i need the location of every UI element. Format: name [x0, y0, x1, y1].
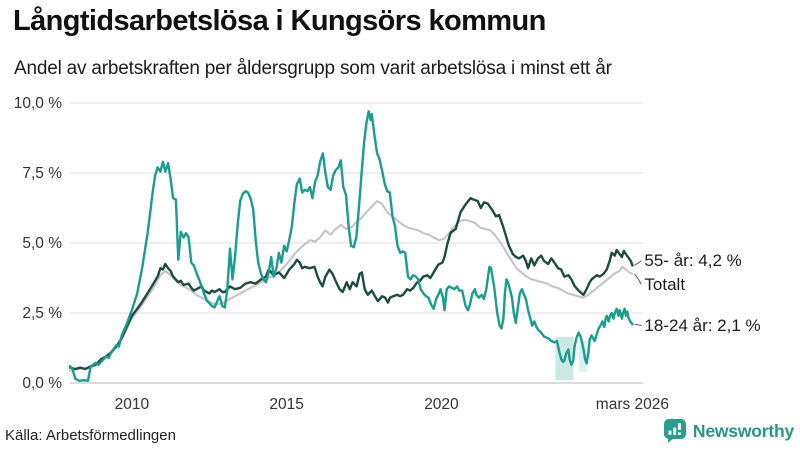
x-axis-tick-label: 2020	[424, 396, 459, 413]
series-end-label-Totalt: Totalt	[644, 275, 685, 294]
series-line-Totalt	[68, 199, 634, 372]
y-axis-tick-label: 2,5 %	[22, 305, 62, 322]
chart-subtitle: Andel av arbetskraften per åldersgrupp s…	[14, 58, 612, 79]
label-connector	[634, 323, 642, 327]
x-axis-tick-label: 2010	[115, 396, 150, 413]
newsworthy-logo-text: Newsworthy	[692, 420, 794, 441]
label-connector	[634, 260, 642, 266]
x-axis-tick-label: 2015	[269, 396, 303, 413]
newsworthy-logo[interactable]: Newsworthy	[663, 418, 794, 444]
x-axis-tick-label: mars 2026	[596, 396, 669, 413]
series-line-18-24-år	[68, 110, 634, 382]
series-line-55--år	[68, 196, 634, 371]
page-title: Långtidsarbetslösa i Kungsörs kommun	[13, 5, 546, 37]
series-end-label-55--år: 55- år: 4,2 %	[644, 251, 741, 270]
y-axis-tick-label: 5,0 %	[22, 235, 62, 252]
highlight-band	[579, 341, 588, 372]
y-axis-tick-label: 0,0 %	[22, 375, 62, 392]
y-axis-tick-label: 7,5 %	[22, 165, 62, 182]
label-connector	[634, 273, 642, 285]
newsworthy-bars-icon	[663, 418, 687, 444]
series-end-label-18-24-år: 18-24 år: 2,1 %	[644, 316, 760, 335]
y-axis-tick-label: 10,0 %	[14, 95, 62, 112]
source-note: Källa: Arbetsförmedlingen	[5, 427, 176, 444]
